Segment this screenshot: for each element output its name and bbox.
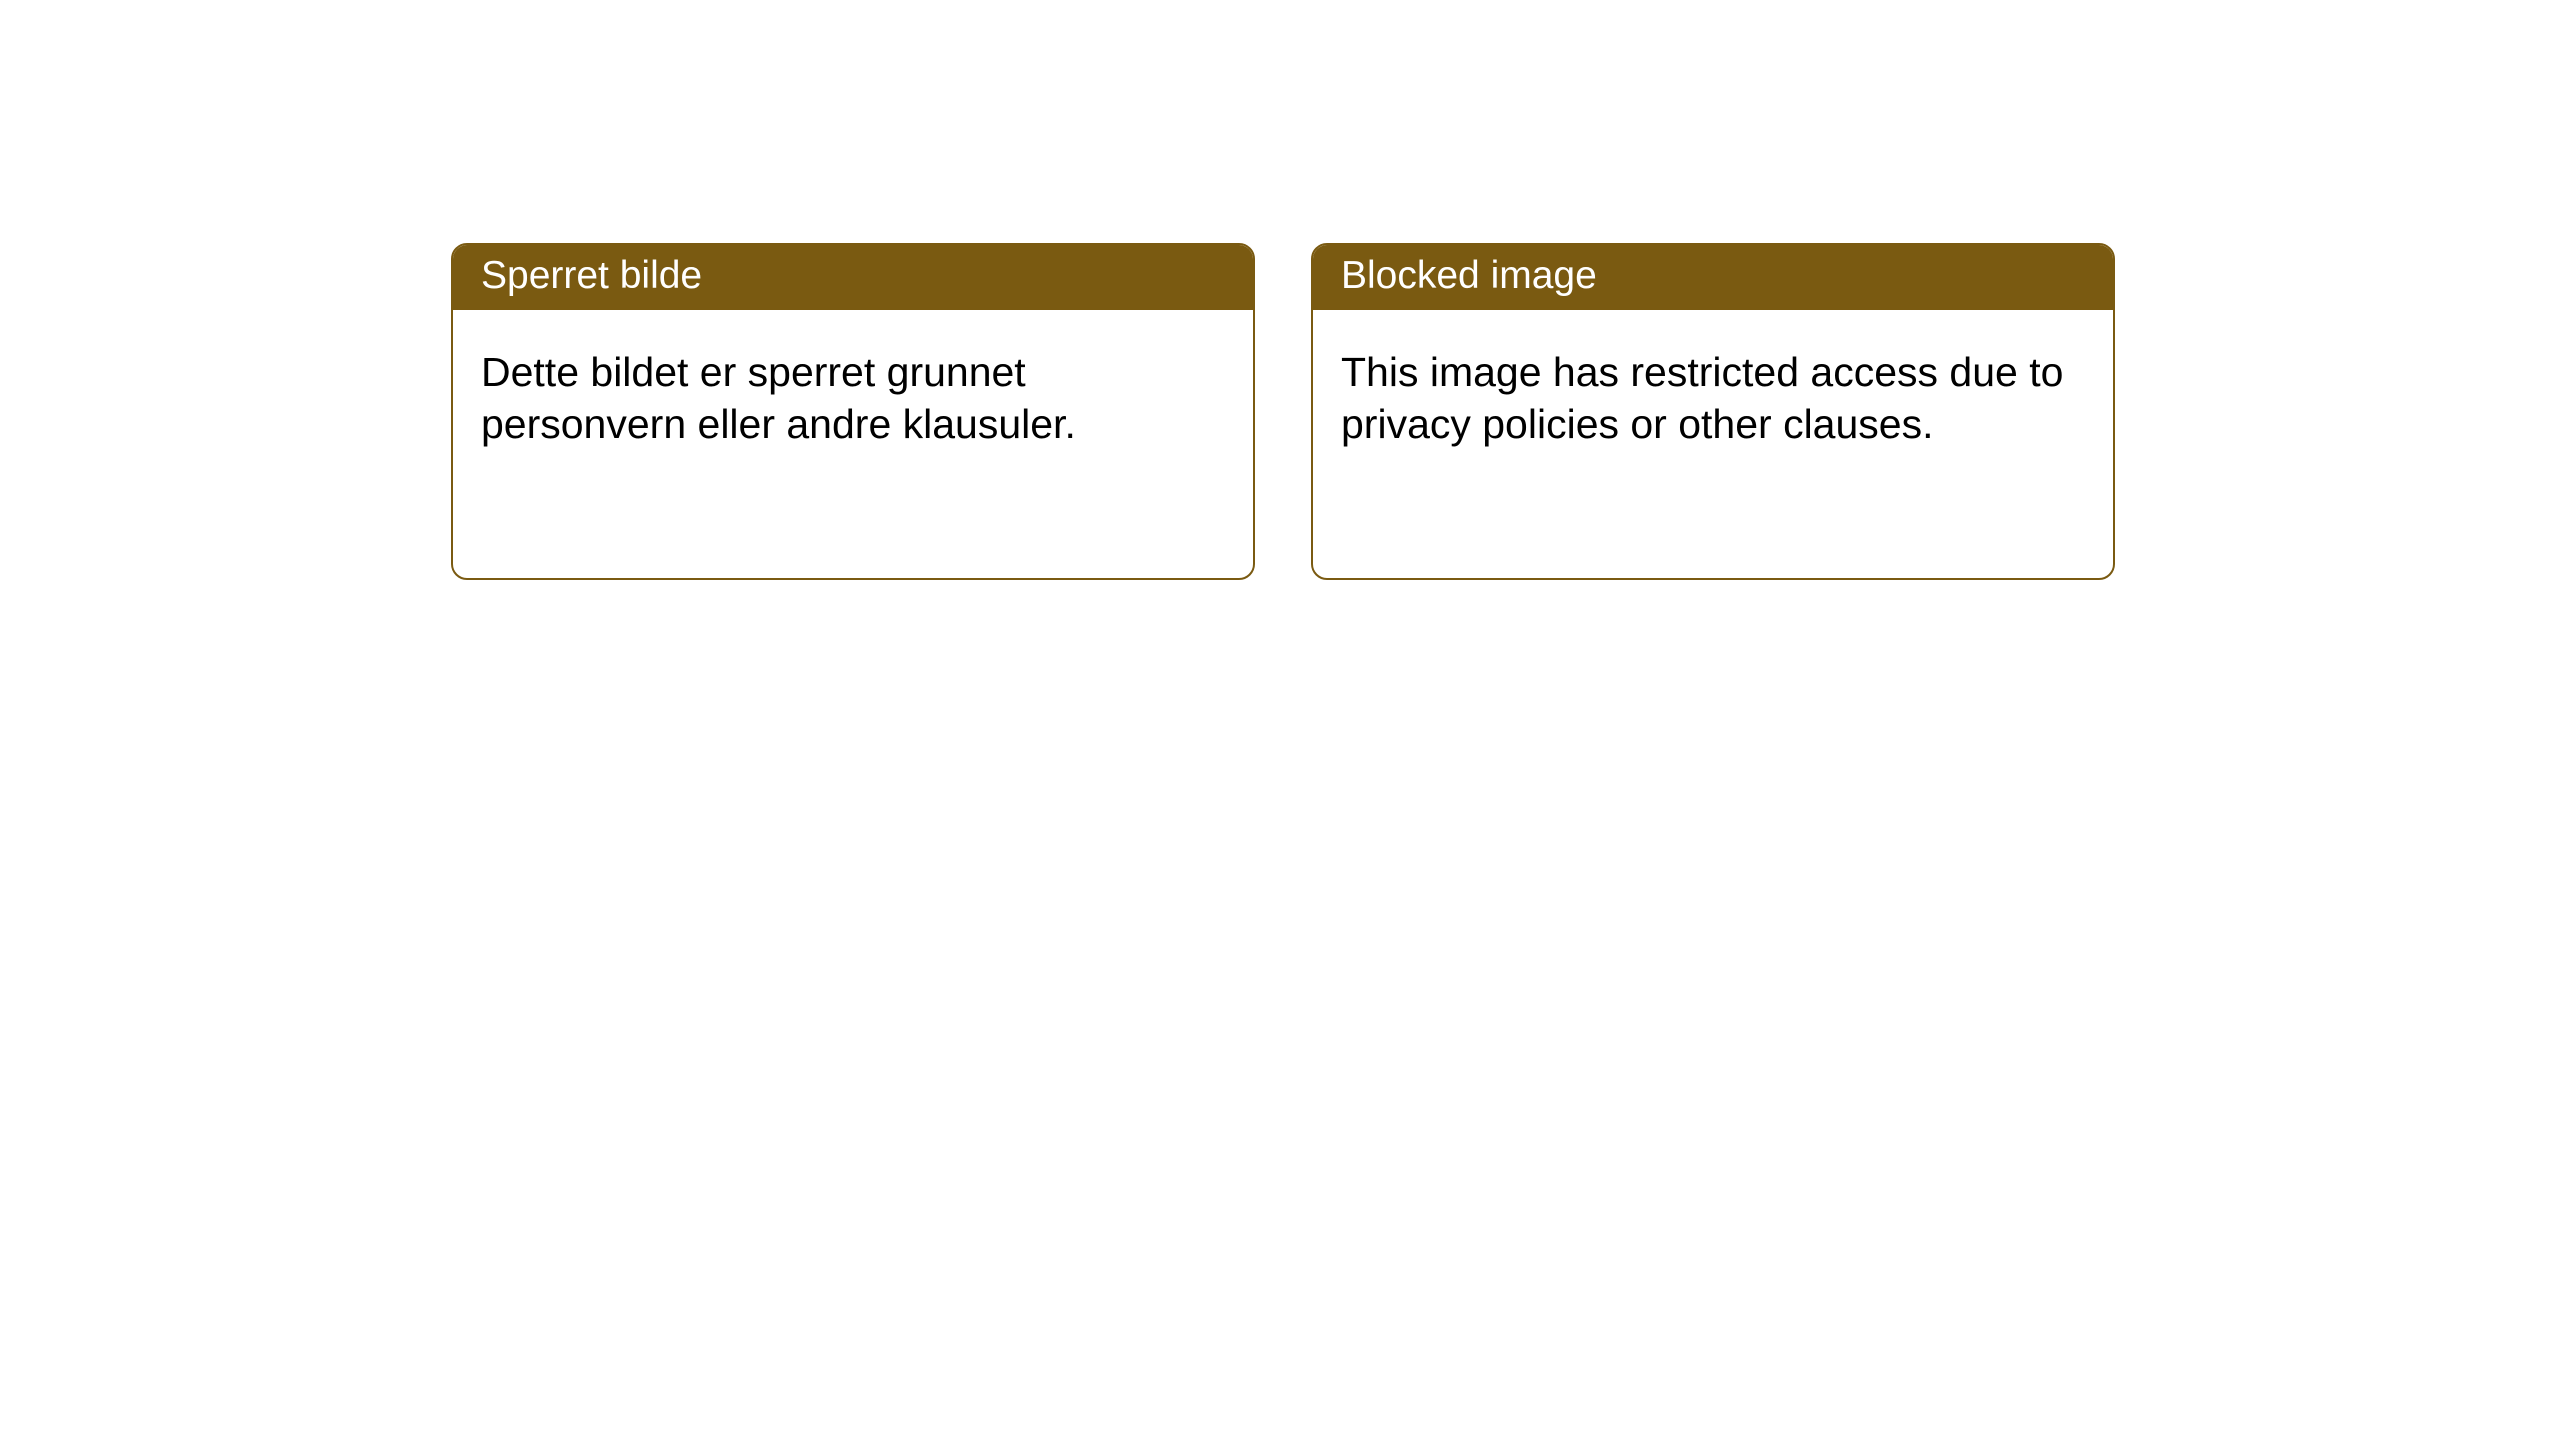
notice-message: Dette bildet er sperret grunnet personve… bbox=[481, 349, 1076, 447]
notice-message: This image has restricted access due to … bbox=[1341, 349, 2063, 447]
notice-header: Sperret bilde bbox=[453, 245, 1253, 310]
notice-body: Dette bildet er sperret grunnet personve… bbox=[453, 310, 1253, 578]
notice-body: This image has restricted access due to … bbox=[1313, 310, 2113, 578]
notice-container: Sperret bilde Dette bildet er sperret gr… bbox=[451, 243, 2115, 580]
notice-title: Sperret bilde bbox=[481, 254, 702, 297]
notice-title: Blocked image bbox=[1341, 254, 1597, 297]
notice-card-english: Blocked image This image has restricted … bbox=[1311, 243, 2115, 580]
notice-header: Blocked image bbox=[1313, 245, 2113, 310]
notice-card-norwegian: Sperret bilde Dette bildet er sperret gr… bbox=[451, 243, 1255, 580]
